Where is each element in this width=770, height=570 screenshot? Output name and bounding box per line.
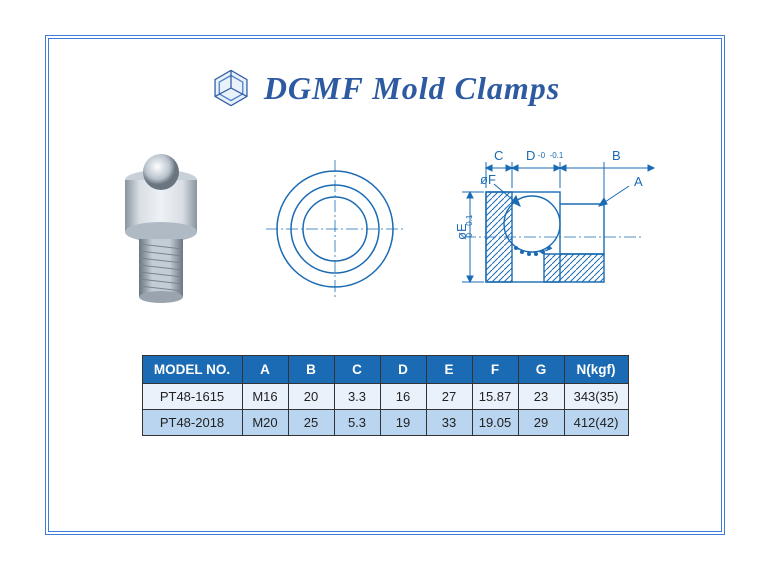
- table-row: PT48-2018 M20 25 5.3 19 33 19.05 29 412(…: [142, 410, 628, 436]
- table-row: PT48-1615 M16 20 3.3 16 27 15.87 23 343(…: [142, 384, 628, 410]
- top-view-drawing: [260, 154, 410, 304]
- th-model: MODEL NO.: [142, 356, 242, 384]
- dim-e-tol: -0 -0.1: [465, 214, 474, 240]
- cell: 25: [288, 410, 334, 436]
- cell: M16: [242, 384, 288, 410]
- th-c: C: [334, 356, 380, 384]
- spec-table: MODEL NO. A B C D E F G N(kgf) PT48-1615…: [142, 355, 629, 436]
- cell-model: PT48-2018: [142, 410, 242, 436]
- dim-d-tol: -0 -0.1: [538, 151, 564, 160]
- table-header-row: MODEL NO. A B C D E F G N(kgf): [142, 356, 628, 384]
- dim-f: øF: [480, 172, 496, 187]
- cell: 412(42): [564, 410, 628, 436]
- part-photo: [96, 144, 226, 314]
- th-g: G: [518, 356, 564, 384]
- cell: 5.3: [334, 410, 380, 436]
- cell: 33: [426, 410, 472, 436]
- cell: 20: [288, 384, 334, 410]
- cell-model: PT48-1615: [142, 384, 242, 410]
- th-n: N(kgf): [564, 356, 628, 384]
- cell: 15.87: [472, 384, 518, 410]
- th-b: B: [288, 356, 334, 384]
- illustration-row: C D -0 -0.1 B A øF øE -0 -0.1: [79, 139, 691, 319]
- th-e: E: [426, 356, 472, 384]
- cell: 19.05: [472, 410, 518, 436]
- th-a: A: [242, 356, 288, 384]
- document-frame: DGMF Mold Clamps: [45, 35, 725, 535]
- logo-row: DGMF Mold Clamps: [79, 67, 691, 109]
- spec-table-wrap: MODEL NO. A B C D E F G N(kgf) PT48-1615…: [79, 355, 691, 436]
- cell: 19: [380, 410, 426, 436]
- cell: 29: [518, 410, 564, 436]
- dim-a: A: [634, 174, 643, 189]
- dim-c: C: [494, 148, 503, 163]
- cell: 27: [426, 384, 472, 410]
- th-f: F: [472, 356, 518, 384]
- dim-b: B: [612, 148, 621, 163]
- brand-text: DGMF Mold Clamps: [264, 70, 560, 107]
- hex-logo-icon: [210, 67, 252, 109]
- cell: 23: [518, 384, 564, 410]
- cell: 16: [380, 384, 426, 410]
- th-d: D: [380, 356, 426, 384]
- cell: 343(35): [564, 384, 628, 410]
- dim-d: D: [526, 148, 535, 163]
- cell: M20: [242, 410, 288, 436]
- side-view-drawing: C D -0 -0.1 B A øF øE -0 -0.1: [444, 144, 674, 314]
- cell: 3.3: [334, 384, 380, 410]
